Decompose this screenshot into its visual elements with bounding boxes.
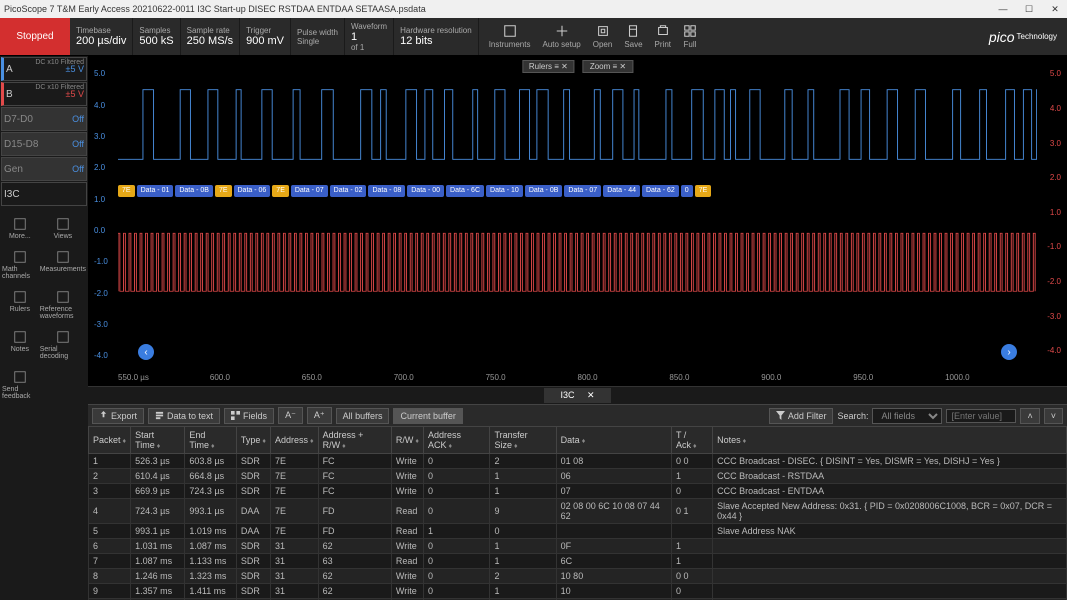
- capture-status[interactable]: Stopped: [0, 18, 70, 55]
- toolbar-icons: InstrumentsAuto setupOpenSavePrintFull: [479, 18, 707, 55]
- font-decrease-button[interactable]: A⁻: [278, 407, 303, 424]
- y-axis-left: 5.04.03.02.01.00.0-1.0-2.0-3.0-4.0: [88, 56, 118, 386]
- packet-table-wrap[interactable]: Packet♦Start Time♦End Time♦Type♦Address♦…: [88, 426, 1067, 600]
- table-header-row: Packet♦Start Time♦End Time♦Type♦Address♦…: [89, 427, 1067, 454]
- tab-i3c[interactable]: I3C ✕: [544, 388, 610, 403]
- print-button[interactable]: Print: [651, 24, 675, 49]
- trigger-mode-group[interactable]: Pulse width Single: [291, 18, 345, 55]
- tool-more---[interactable]: More...: [2, 213, 38, 244]
- table-body: 1526.3 µs603.8 µsSDR7EFCWrite0201 080 0C…: [89, 454, 1067, 600]
- export-button[interactable]: Export: [92, 408, 144, 424]
- channel-D15-D8[interactable]: D15-D8Off: [1, 132, 87, 156]
- tool-views[interactable]: Views: [40, 213, 86, 244]
- instruments-button[interactable]: Instruments: [485, 24, 535, 49]
- samplerate-group[interactable]: Sample rate 250 MS/s: [181, 18, 240, 55]
- oscilloscope-view[interactable]: Rulers ≡ ✕ Zoom ≡ ✕ 5.04.03.02.01.00.0-1…: [88, 56, 1067, 386]
- channel-a-waveform: [118, 81, 1037, 168]
- col-end-time[interactable]: End Time♦: [185, 427, 236, 454]
- tool-serial-decoding[interactable]: Serial decoding: [40, 326, 86, 364]
- search-up-button[interactable]: ˄: [1020, 408, 1039, 424]
- full-button[interactable]: Full: [679, 24, 701, 49]
- decode-strip: 7EData - 01Data - 0B7EData - 067EData - …: [118, 185, 1037, 199]
- col-address-ack[interactable]: Address ACK♦: [423, 427, 490, 454]
- col-start-time[interactable]: Start Time♦: [131, 427, 185, 454]
- x-axis: 550.0 µs600.0650.0700.0750.0800.0850.090…: [118, 366, 1037, 382]
- allbuffers-button[interactable]: All buffers: [336, 408, 390, 424]
- samples-group[interactable]: Samples 500 kS: [133, 18, 180, 55]
- col-notes[interactable]: Notes♦: [713, 427, 1067, 454]
- tool-send-feedback[interactable]: Send feedback: [2, 366, 38, 404]
- table-row[interactable]: 91.357 ms1.411 msSDR3162Write01100: [89, 584, 1067, 599]
- col-packet[interactable]: Packet♦: [89, 427, 131, 454]
- search-label: Search:: [837, 411, 868, 421]
- hwres-group[interactable]: Hardware resolution 12 bits: [394, 18, 479, 55]
- tool-measurements[interactable]: Measurements: [40, 246, 86, 284]
- col-address[interactable]: Address♦: [270, 427, 318, 454]
- table-row[interactable]: 2610.4 µs664.8 µsSDR7EFCWrite01061CCC Br…: [89, 469, 1067, 484]
- table-row[interactable]: 1526.3 µs603.8 µsSDR7EFCWrite0201 080 0C…: [89, 454, 1067, 469]
- timebase-group[interactable]: Timebase 200 µs/div: [70, 18, 133, 55]
- tool-reference-waveforms[interactable]: Reference waveforms: [40, 286, 86, 324]
- pico-logo: picoTechnology: [979, 18, 1067, 55]
- table-row[interactable]: 81.246 ms1.323 msSDR3162Write0210 800 0: [89, 569, 1067, 584]
- left-sidebar: A±5 VDC x10 FilteredB±5 VDC x10 Filtered…: [0, 56, 88, 600]
- tool-math-channels[interactable]: Math channels: [2, 246, 38, 284]
- table-row[interactable]: 4724.3 µs993.1 µsDAA7EFDRead0902 08 00 6…: [89, 499, 1067, 524]
- channel-list: A±5 VDC x10 FilteredB±5 VDC x10 Filtered…: [0, 56, 88, 207]
- col-type[interactable]: Type♦: [236, 427, 270, 454]
- nav-right-button[interactable]: ›: [1001, 344, 1017, 360]
- decoder-tabs: I3C ✕: [88, 386, 1067, 404]
- rulers-toggle[interactable]: Rulers ≡ ✕: [522, 60, 575, 73]
- table-row[interactable]: 71.087 ms1.133 msSDR3163Read016C1: [89, 554, 1067, 569]
- table-row[interactable]: 61.031 ms1.087 msSDR3162Write010F1: [89, 539, 1067, 554]
- table-toolbar: Export Data to text Fields A⁻ A⁺ All buf…: [88, 404, 1067, 426]
- window-titlebar: PicoScope 7 T&M Early Access 20210622-00…: [0, 0, 1067, 18]
- y-axis-right: 5.04.03.02.01.0-1.0-2.0-3.0-4.0: [1037, 56, 1067, 386]
- packet-table: Packet♦Start Time♦End Time♦Type♦Address♦…: [88, 426, 1067, 600]
- table-row[interactable]: 5993.1 µs1.019 msDAA7EFDRead10Slave Addr…: [89, 524, 1067, 539]
- channel-A[interactable]: A±5 VDC x10 Filtered: [1, 57, 87, 81]
- col-transfer-size[interactable]: Transfer Size♦: [490, 427, 556, 454]
- datatext-button[interactable]: Data to text: [148, 408, 220, 424]
- channel-I3C[interactable]: I3C: [1, 182, 87, 206]
- col-t---ack[interactable]: T / Ack♦: [671, 427, 712, 454]
- font-increase-button[interactable]: A⁺: [307, 407, 332, 424]
- channel-D7-D0[interactable]: D7-D0Off: [1, 107, 87, 131]
- tool-grid: More...ViewsMath channelsMeasurementsRul…: [0, 211, 88, 406]
- maximize-button[interactable]: ☐: [1021, 4, 1037, 15]
- col-data[interactable]: Data♦: [556, 427, 671, 454]
- search-down-button[interactable]: ˅: [1044, 408, 1063, 424]
- auto-setup-button[interactable]: Auto setup: [538, 24, 584, 49]
- channel-B[interactable]: B±5 VDC x10 Filtered: [1, 82, 87, 106]
- save-button[interactable]: Save: [620, 24, 646, 49]
- waveform-group[interactable]: Waveform 1 of 1: [345, 18, 394, 55]
- currentbuffer-button[interactable]: Current buffer: [393, 408, 462, 424]
- search-value-input[interactable]: [946, 409, 1016, 423]
- col-address---r-w[interactable]: Address + R/W♦: [318, 427, 391, 454]
- addfilter-button[interactable]: Add Filter: [769, 408, 834, 424]
- trigger-group[interactable]: Trigger 900 mV: [240, 18, 291, 55]
- col-r-w[interactable]: R/W♦: [391, 427, 423, 454]
- minimize-button[interactable]: —: [995, 4, 1011, 15]
- open-button[interactable]: Open: [589, 24, 617, 49]
- nav-left-button[interactable]: ‹: [138, 344, 154, 360]
- channel-Gen[interactable]: GenOff: [1, 157, 87, 181]
- channel-b-waveform: [118, 226, 1037, 299]
- main-toolbar: Stopped Timebase 200 µs/div Samples 500 …: [0, 18, 1067, 56]
- table-row[interactable]: 3669.9 µs724.3 µsSDR7EFCWrite01070CCC Br…: [89, 484, 1067, 499]
- zoom-toggle[interactable]: Zoom ≡ ✕: [583, 60, 633, 73]
- tool-notes[interactable]: Notes: [2, 326, 38, 364]
- close-button[interactable]: ✕: [1047, 4, 1063, 15]
- window-title: PicoScope 7 T&M Early Access 20210622-00…: [4, 4, 426, 14]
- tool-rulers[interactable]: Rulers: [2, 286, 38, 324]
- search-field-select[interactable]: All fields: [872, 408, 942, 424]
- fields-button[interactable]: Fields: [224, 408, 274, 424]
